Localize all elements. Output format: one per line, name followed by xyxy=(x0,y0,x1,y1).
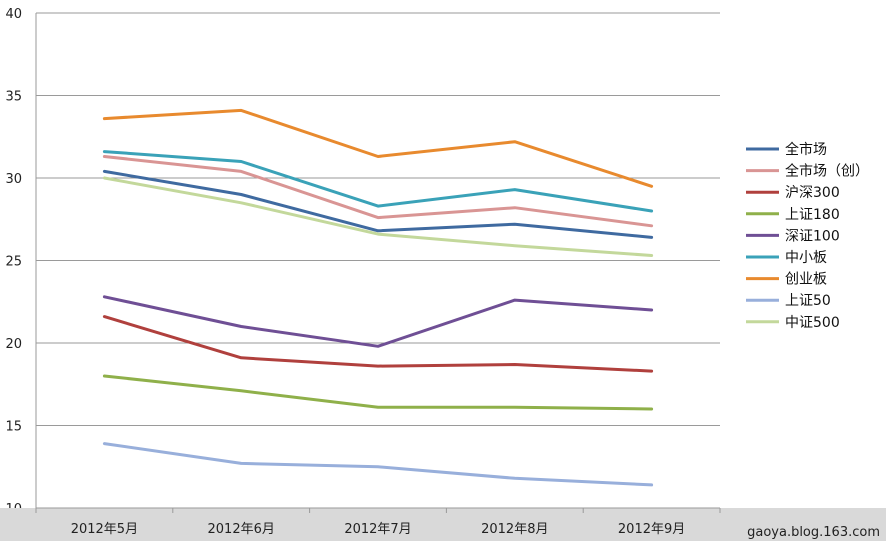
series-line xyxy=(102,374,654,411)
legend-label: 上证180 xyxy=(785,207,840,223)
y-tick-label: 15 xyxy=(5,420,22,435)
legend-item: 全市场（创） xyxy=(746,163,869,180)
series-line xyxy=(102,155,654,228)
legend-label: 沪深300 xyxy=(785,185,840,201)
legend-label: 全市场（创） xyxy=(785,163,869,180)
series-line xyxy=(102,150,654,213)
series-line xyxy=(102,442,654,487)
legend-label: 上证50 xyxy=(785,293,831,309)
series-lines xyxy=(102,108,654,487)
x-tick-label: 2012年7月 xyxy=(344,522,411,537)
y-axis: 10152025303540 xyxy=(5,7,37,517)
legend-item: 全市场 xyxy=(746,141,827,158)
x-tick-label: 2012年9月 xyxy=(618,522,685,537)
y-tick-label: 35 xyxy=(5,90,22,105)
series-line xyxy=(102,169,654,239)
y-tick-label: 40 xyxy=(5,7,22,22)
y-tick-label: 25 xyxy=(5,255,22,270)
gridlines xyxy=(36,12,720,509)
legend-item: 中小板 xyxy=(746,250,827,266)
legend-item: 创业板 xyxy=(746,272,827,288)
y-tick-label: 20 xyxy=(5,337,22,352)
legend-item: 上证180 xyxy=(746,207,840,223)
x-axis-band xyxy=(0,508,886,541)
legend-item: 上证50 xyxy=(746,293,831,309)
legend-label: 深证100 xyxy=(785,228,840,244)
y-tick-label: 30 xyxy=(5,172,22,187)
legend-label: 中证500 xyxy=(785,315,840,331)
legend-label: 全市场 xyxy=(785,141,827,158)
legend-item: 中证500 xyxy=(746,315,840,331)
series-line xyxy=(102,315,654,373)
series-line xyxy=(102,176,654,257)
legend-label: 创业板 xyxy=(785,272,827,288)
legend-label: 中小板 xyxy=(785,250,827,266)
x-tick-label: 2012年5月 xyxy=(71,522,138,537)
series-line xyxy=(102,108,654,188)
legend-item: 沪深300 xyxy=(746,185,840,201)
legend-item: 深证100 xyxy=(746,228,840,244)
x-tick-label: 2012年8月 xyxy=(481,522,548,537)
x-axis: 2012年5月 2012年6月 2012年7月 2012年8月 2012年9月 xyxy=(0,507,886,541)
x-tick-label: 2012年6月 xyxy=(208,522,275,537)
series-line xyxy=(102,295,654,348)
watermark-text: gaoya.blog.163.com xyxy=(747,525,880,540)
